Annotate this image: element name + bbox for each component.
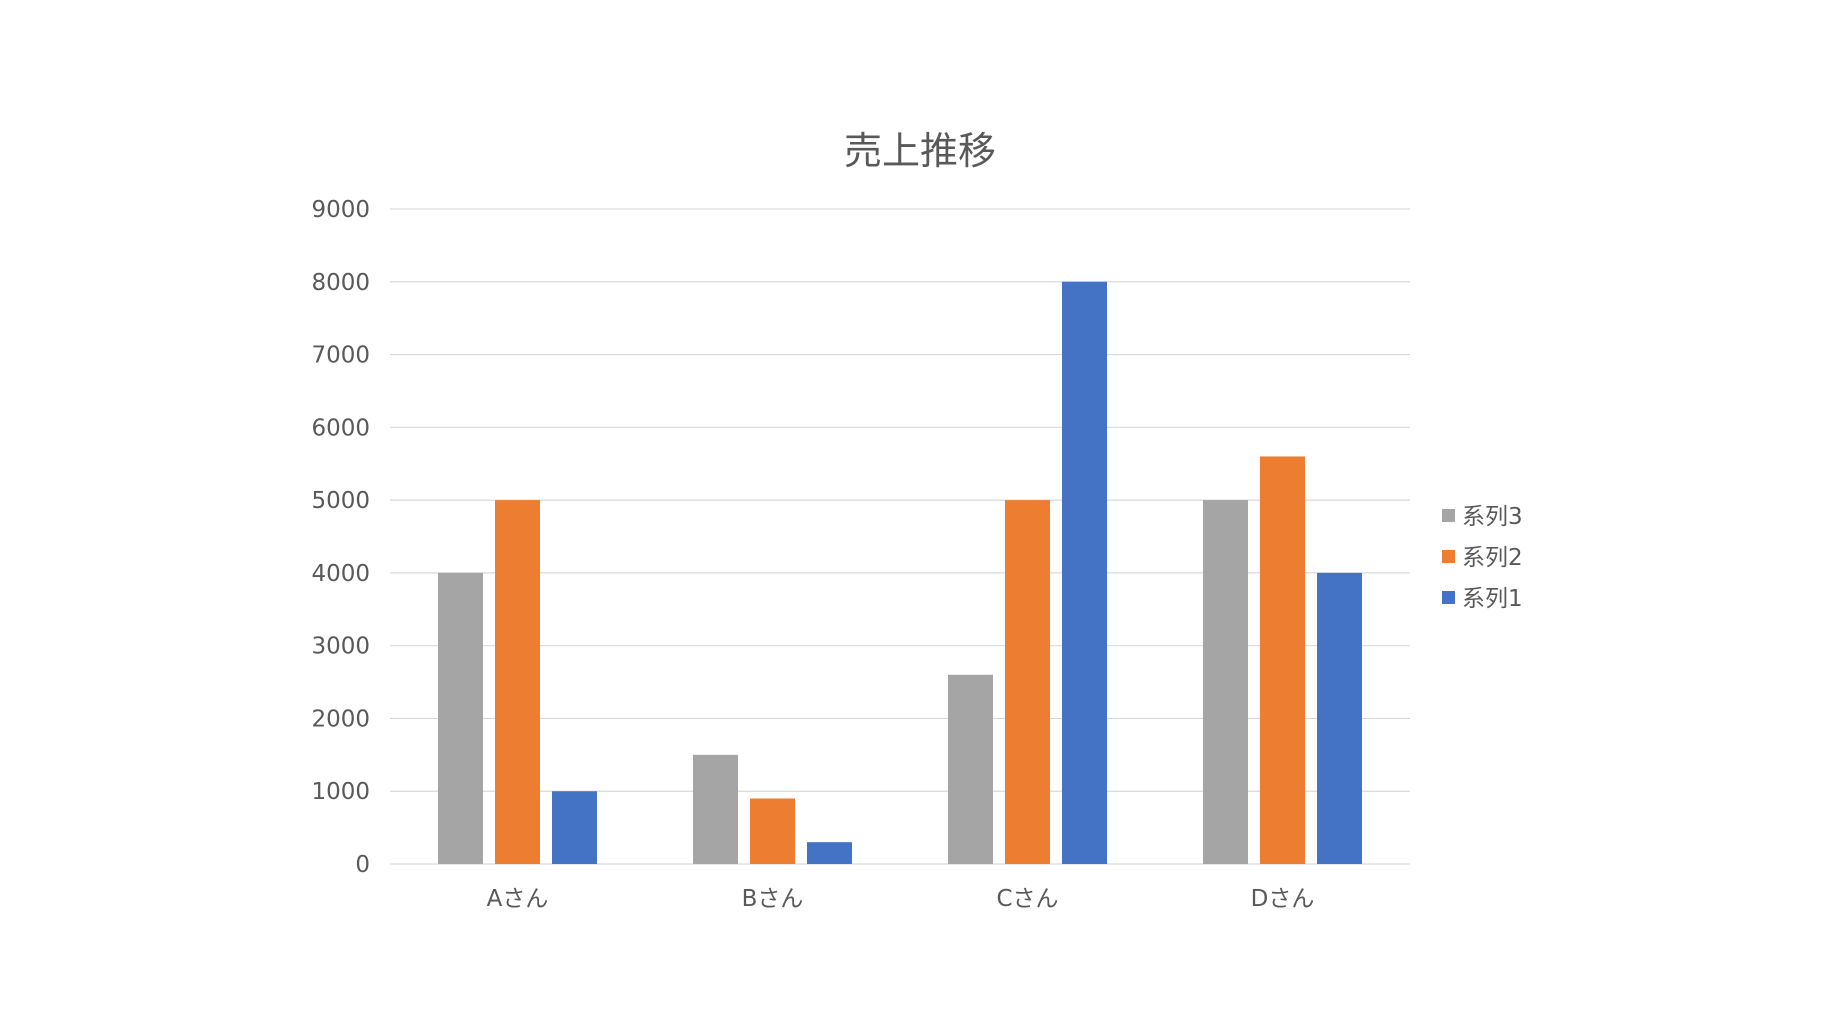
x-tick-label: Dさん [1251, 886, 1315, 912]
y-axis-tick-labels: 0 1000 2000 3000 4000 5000 6000 7000 8000 9000 [311, 197, 370, 878]
legend-label: 系列2 [1462, 545, 1523, 571]
bar-系列1-Dさん [1317, 572, 1362, 864]
bar-系列1-Bさん [807, 842, 852, 864]
y-tick-label: 3000 [311, 634, 370, 660]
gridlines [390, 208, 1410, 865]
y-tick-label: 6000 [311, 415, 370, 441]
bar-系列2-Dさん [1260, 456, 1305, 864]
y-tick-label: 8000 [311, 270, 370, 296]
bar-系列1-Aさん [552, 791, 597, 864]
bar-系列2-Cさん [1005, 500, 1050, 864]
y-tick-label: 7000 [311, 343, 370, 369]
bar-系列3-Bさん [693, 754, 738, 864]
bar-系列1-Cさん [1062, 281, 1107, 864]
legend-swatch [1442, 550, 1455, 563]
x-tick-label: Cさん [996, 886, 1058, 912]
bar-系列3-Dさん [1203, 500, 1248, 864]
bar-系列3-Aさん [438, 572, 483, 864]
bar-系列2-Aさん [495, 500, 540, 864]
y-tick-label: 0 [355, 852, 370, 878]
chart-title: 売上推移 [844, 129, 996, 173]
y-tick-label: 1000 [311, 779, 370, 805]
x-axis-tick-labels: Aさん Bさん Cさん Dさん [487, 886, 1315, 912]
y-tick-label: 4000 [311, 561, 370, 587]
y-tick-label: 5000 [311, 488, 370, 514]
bars [438, 281, 1362, 864]
bar-系列2-Bさん [750, 798, 795, 864]
legend-swatch [1442, 509, 1455, 522]
y-tick-label: 2000 [311, 706, 370, 732]
legend: 系列3 系列2 系列1 [1442, 504, 1523, 612]
legend-swatch [1442, 591, 1455, 604]
legend-label: 系列3 [1462, 504, 1523, 530]
y-tick-label: 9000 [311, 197, 370, 223]
x-tick-label: Bさん [742, 886, 804, 912]
legend-label: 系列1 [1462, 586, 1523, 612]
bar-系列3-Cさん [948, 674, 993, 864]
x-tick-label: Aさん [487, 886, 549, 912]
